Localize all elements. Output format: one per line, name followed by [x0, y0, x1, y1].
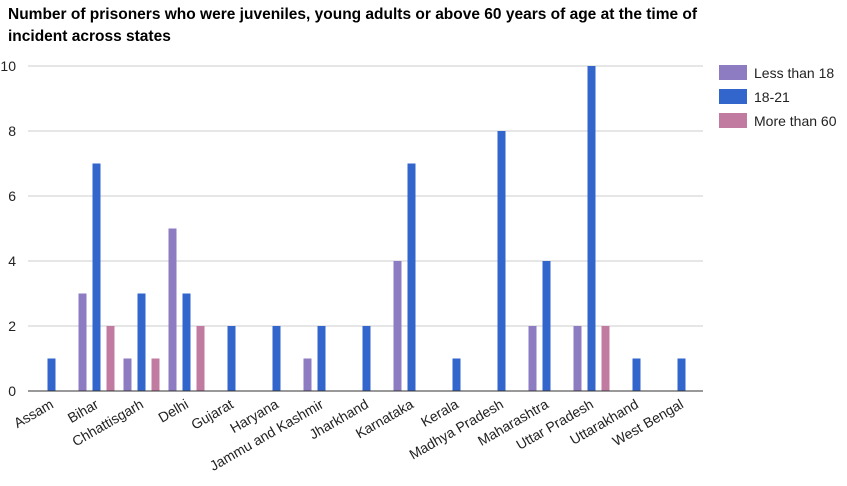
bar-group-jharkhand — [362, 326, 371, 391]
bar-less-than-18 — [393, 261, 402, 391]
bar-18-21 — [587, 66, 596, 391]
legend-label: Less than 18 — [754, 65, 834, 81]
bar-18-21 — [47, 358, 56, 391]
legend-swatch — [719, 65, 747, 80]
bar-group-bihar — [78, 163, 115, 391]
bar-more-than-60 — [196, 326, 205, 391]
bar-more-than-60 — [106, 326, 115, 391]
bar-less-than-18 — [78, 293, 87, 391]
y-axis-tick-labels: 0 2 4 6 8 10 — [0, 58, 16, 399]
bar-18-21 — [92, 163, 101, 391]
legend-item: 18-21 — [719, 89, 790, 105]
legend: Less than 18 18-21 More than 60 — [719, 65, 837, 129]
bar-group-madhya-pradesh — [497, 131, 506, 391]
legend-swatch — [719, 89, 747, 104]
grid-lines — [28, 65, 703, 327]
bar-less-than-18 — [123, 358, 132, 391]
bar-18-21 — [542, 261, 551, 391]
bar-18-21 — [137, 293, 146, 391]
bar-18-21 — [272, 326, 281, 391]
bar-18-21 — [182, 293, 191, 391]
bars — [47, 66, 686, 391]
bar-18-21 — [632, 358, 641, 391]
bar-18-21 — [452, 358, 461, 391]
legend-label: More than 60 — [754, 113, 837, 129]
chart-title: Number of prisoners who were juveniles, … — [8, 6, 698, 45]
bar-18-21 — [497, 131, 506, 391]
bar-group-gujarat — [227, 326, 236, 391]
bar-less-than-18 — [528, 326, 537, 391]
bar-more-than-60 — [601, 326, 610, 391]
bar-group-karnataka — [393, 163, 416, 391]
legend-item: More than 60 — [719, 113, 837, 129]
bar-group-kerala — [452, 358, 461, 391]
x-tick-label: Assam — [11, 396, 56, 431]
legend-label: 18-21 — [754, 89, 790, 105]
x-tick-label: Delhi — [155, 396, 191, 426]
bar-18-21 — [407, 163, 416, 391]
bar-18-21 — [362, 326, 371, 391]
bar-group-uttarakhand — [632, 358, 641, 391]
bar-group-west-bengal — [677, 358, 686, 391]
bar-group-haryana — [272, 326, 281, 391]
bar-18-21 — [227, 326, 236, 391]
y-tick-label: 10 — [0, 58, 16, 74]
bar-group-uttar-pradesh — [573, 66, 610, 391]
y-tick-label: 6 — [8, 188, 16, 204]
bar-group-chhattisgarh — [123, 293, 160, 391]
y-tick-label: 4 — [8, 253, 16, 269]
bar-18-21 — [317, 326, 326, 391]
y-tick-label: 2 — [8, 318, 16, 334]
bar-less-than-18 — [573, 326, 582, 391]
bar-less-than-18 — [168, 228, 177, 391]
bar-group-maharashtra — [528, 261, 551, 391]
y-tick-label: 8 — [8, 123, 16, 139]
legend-item: Less than 18 — [719, 65, 834, 81]
bar-group-jammu-and-kashmir — [303, 326, 326, 391]
bar-group-delhi — [168, 228, 205, 391]
y-tick-label: 0 — [8, 383, 16, 399]
bar-group-assam — [47, 358, 56, 391]
bar-18-21 — [677, 358, 686, 391]
bar-more-than-60 — [151, 358, 160, 391]
bar-less-than-18 — [303, 358, 312, 391]
legend-swatch — [719, 113, 747, 128]
